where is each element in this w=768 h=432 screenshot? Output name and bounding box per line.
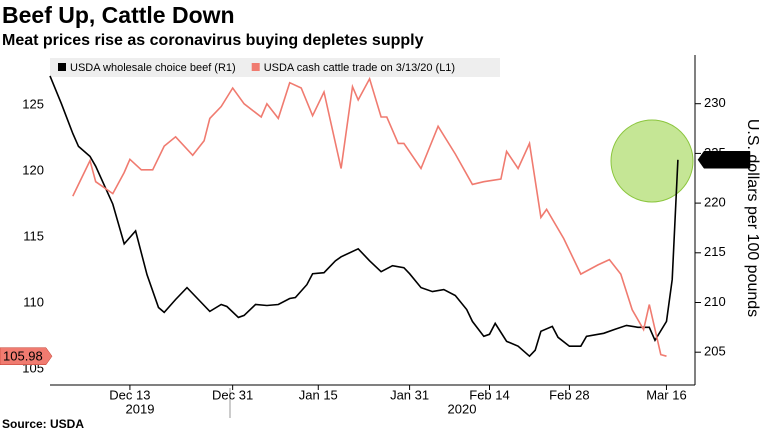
- year-label: 2019: [126, 401, 155, 416]
- x-tick-label: Jan 31: [390, 387, 429, 402]
- x-tick-label: Feb 14: [469, 387, 509, 402]
- y2-tick-label: 210: [704, 294, 726, 309]
- year-label: 2020: [448, 401, 477, 416]
- x-tick-label: Feb 28: [549, 387, 589, 402]
- x-tick-label: Mar 16: [646, 387, 686, 402]
- legend-swatch: [251, 63, 260, 71]
- last-value-box: [697, 151, 751, 169]
- x-tick-label: Jan 15: [299, 387, 338, 402]
- y2-tick-label: 215: [704, 244, 726, 259]
- y-tick-label: 110: [23, 295, 44, 310]
- chart-title: Beef Up, Cattle Down: [2, 2, 235, 28]
- y2-tick-label: 230: [704, 95, 726, 110]
- highlight-circle: [610, 119, 694, 203]
- y-tick-label: 115: [23, 229, 44, 244]
- last-value-tag: 224.36: [697, 151, 751, 169]
- y-tick-label: 125: [22, 97, 44, 112]
- legend-swatch: [58, 63, 66, 71]
- line-series: [49, 75, 679, 358]
- y-tick-label: 120: [22, 163, 44, 178]
- x-tick-label: Dec 13: [109, 387, 150, 402]
- source: Source: USDA: [2, 417, 84, 431]
- last-value-box: [0, 347, 53, 365]
- last-value-label: 224.36: [706, 152, 746, 167]
- x-tick-label: Dec 31: [212, 387, 253, 402]
- last-value-tag: 105.98: [0, 347, 53, 365]
- legend-background: [50, 58, 500, 77]
- legend-label: USDA wholesale choice beef (R1): [70, 62, 236, 74]
- y2-tick-label: 220: [704, 195, 726, 210]
- y2-axis-label: U.S. dollars per 100 pounds: [744, 119, 761, 317]
- chart-subtitle: Meat prices rise as coronavirus buying d…: [2, 32, 424, 49]
- y2-tick-label: 205: [704, 344, 726, 359]
- last-value-label: 105.98: [3, 349, 43, 364]
- legend-label: USDA cash cattle trade on 3/13/20 (L1): [264, 62, 455, 74]
- line-series: [72, 76, 667, 357]
